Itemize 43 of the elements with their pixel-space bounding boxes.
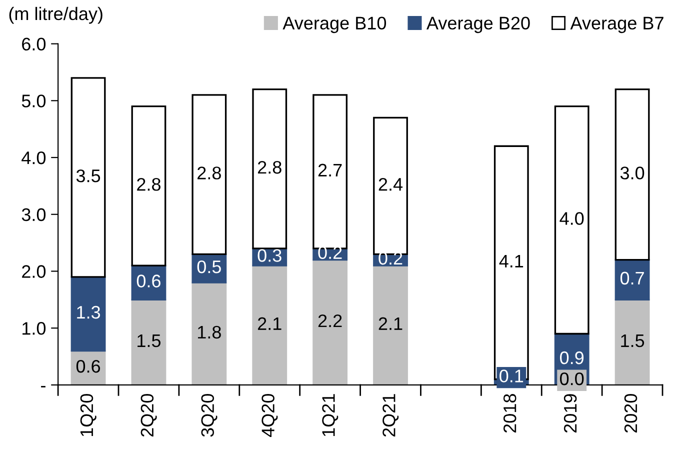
- x-tick-label: 4Q20: [262, 394, 278, 438]
- data-label: 2.7: [318, 164, 342, 176]
- data-label: 2.8: [258, 160, 282, 174]
- y-axis-title: (m litre/day): [9, 6, 102, 24]
- y-tick-label: -: [41, 386, 46, 388]
- data-label: 1.8: [198, 326, 221, 339]
- y-tick-label: 4.0: [22, 151, 46, 164]
- x-tick-label: 1Q21: [322, 394, 338, 436]
- y-tick-label: 6.0: [22, 38, 46, 51]
- data-label: 2.8: [137, 178, 160, 191]
- legend-label: Average B20: [426, 16, 530, 34]
- x-tick-label: 2Q20: [140, 394, 157, 437]
- y-tick-label: 2.0: [22, 265, 46, 278]
- data-label: 1.3: [77, 306, 100, 319]
- data-label: 2.8: [198, 166, 221, 180]
- x-tick-label: 3Q20: [201, 394, 218, 437]
- data-label: 1.5: [138, 334, 161, 348]
- x-tick-label: 1Q20: [80, 394, 96, 436]
- x-tick-label: 2018: [503, 394, 516, 433]
- y-tick-label: 1.0: [22, 322, 46, 335]
- data-label: 0.5: [197, 260, 221, 274]
- data-label: 0.7: [620, 272, 644, 285]
- data-label: 1.5: [621, 334, 644, 348]
- data-label: 2.1: [258, 317, 282, 330]
- data-label: 2.4: [378, 178, 403, 191]
- data-label: 3.0: [620, 166, 644, 180]
- legend-label: Average B7: [570, 16, 664, 34]
- data-label: 2.2: [318, 314, 342, 328]
- data-label: 4.1: [499, 254, 524, 268]
- legend-label: Average B10: [282, 16, 386, 34]
- x-tick-label: 2Q21: [382, 394, 399, 437]
- y-tick-label: 3.0: [22, 208, 46, 222]
- data-label: 0.9: [560, 351, 584, 364]
- data-label: 0.3: [258, 249, 282, 262]
- data-label: 0.6: [136, 274, 160, 288]
- data-label: 2.1: [378, 317, 402, 330]
- x-tick-label: 2020: [624, 394, 638, 433]
- data-label: 4.0: [560, 212, 584, 225]
- data-label: 0.0: [560, 372, 584, 386]
- data-label: 3.5: [76, 169, 100, 182]
- data-label: 0.6: [76, 360, 100, 373]
- x-tick-label: 2019: [564, 394, 577, 433]
- y-tick-label: 5.0: [22, 94, 46, 108]
